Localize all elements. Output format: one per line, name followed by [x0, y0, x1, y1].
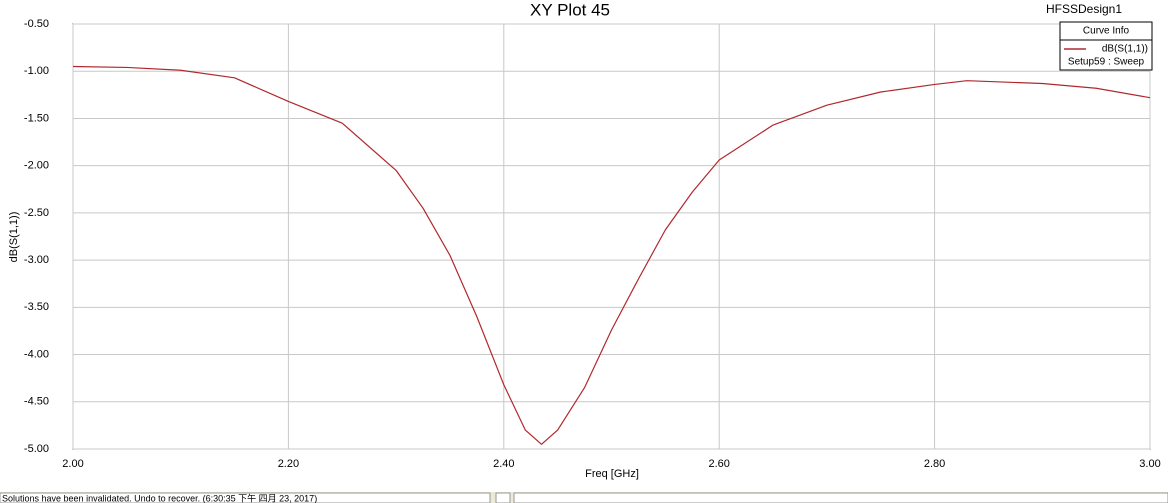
x-tick-label: 3.00 [1139, 458, 1160, 470]
status-field [0, 492, 491, 503]
y-axis-label: dB(S(1,1)) [8, 212, 20, 263]
y-tick-label: -2.50 [24, 207, 49, 219]
chart-title: XY Plot 45 [530, 0, 610, 19]
legend-entry: dB(S(1,1)) [1102, 44, 1148, 55]
y-tick-label: -4.00 [24, 348, 49, 360]
design-name: HFSSDesign1 [1046, 2, 1122, 16]
legend-subtitle: Setup59 : Sweep [1068, 57, 1145, 68]
x-tick-label: 2.80 [924, 458, 945, 470]
x-tick-label: 2.00 [62, 458, 83, 470]
status-field [513, 492, 1168, 503]
y-tick-label: -2.00 [24, 160, 49, 172]
x-tick-label: 2.20 [278, 458, 299, 470]
x-tick-label: 2.40 [493, 458, 514, 470]
y-tick-label: -4.50 [24, 396, 49, 408]
legend-box [1059, 21, 1153, 71]
legend-title: Curve Info [1083, 26, 1130, 37]
y-tick-label: -3.00 [24, 254, 49, 266]
y-tick-label: -3.50 [24, 301, 49, 313]
x-axis-label: Freq [GHz] [585, 468, 639, 480]
plot-area [72, 23, 1151, 450]
x-tick-label: 2.60 [708, 458, 729, 470]
y-tick-label: -0.50 [24, 18, 49, 30]
y-tick-label: -1.00 [24, 65, 49, 77]
status-text: Solutions have been invalidated. Undo to… [2, 492, 317, 503]
y-tick-label: -1.50 [24, 112, 49, 124]
y-tick-label: -5.00 [24, 443, 49, 455]
status-dropdown[interactable] [495, 492, 511, 503]
curve [72, 65, 1151, 445]
